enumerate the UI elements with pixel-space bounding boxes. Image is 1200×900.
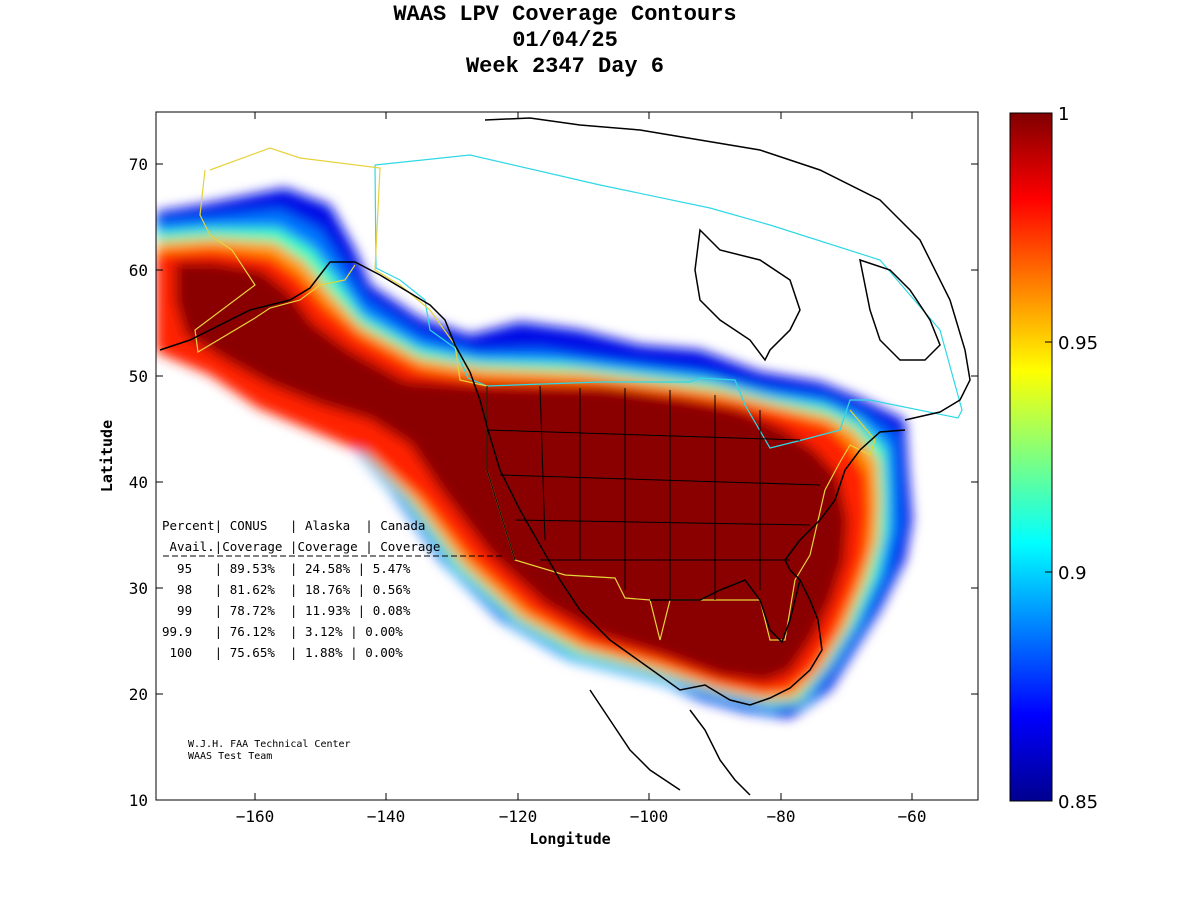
x-tick-label: −60 (898, 807, 927, 826)
colorbar-tick-label: 0.95 (1058, 333, 1098, 354)
colorbar-tick-label: 1 (1058, 104, 1069, 125)
table-row: 99.9 | 76.12% | 3.12% | 0.00% (162, 624, 403, 639)
table-row: 95 | 89.53% | 24.58% | 5.47% (162, 561, 411, 576)
colorbar (1009, 112, 1053, 802)
colorbar-tick-label: 0.85 (1058, 792, 1098, 813)
y-tick-label: 60 (129, 261, 148, 280)
y-tick-label: 70 (129, 155, 148, 174)
y-tick-label: 10 (129, 791, 148, 810)
y-axis-label: Latitude (98, 420, 116, 492)
contour-100 (175, 262, 848, 682)
table-header: Avail.|Coverage |Coverage | Coverage (162, 539, 440, 554)
table-header: Percent| CONUS | Alaska | Canada (162, 518, 425, 533)
chart-date: 01/04/25 (512, 28, 618, 53)
coverage-table: Percent| CONUS | Alaska | Canada Avail.|… (162, 518, 505, 660)
tick-marks (156, 112, 978, 800)
x-tick-label: −80 (767, 807, 796, 826)
x-tick-label: −100 (630, 807, 669, 826)
y-tick-label: 40 (129, 473, 148, 492)
chart-title: WAAS LPV Coverage Contours (393, 2, 737, 27)
x-axis-label: Longitude (529, 830, 610, 848)
credit-line: WAAS Test Team (188, 751, 272, 762)
state-borders (486, 385, 821, 600)
colorbar-tick-label: 0.9 (1058, 563, 1087, 584)
x-tick-label: −160 (236, 807, 275, 826)
x-tick-label: −120 (499, 807, 538, 826)
y-tick-label: 50 (129, 367, 148, 386)
y-tick-label: 20 (129, 685, 148, 704)
table-row: 99 | 78.72% | 11.93% | 0.08% (162, 603, 411, 618)
coverage-contours (156, 188, 912, 718)
plot-frame (155, 111, 979, 801)
table-row: 98 | 81.62% | 18.76% | 0.56% (162, 582, 411, 597)
alaska-service-volume (209, 147, 876, 641)
credit-line: W.J.H. FAA Technical Center (188, 739, 351, 750)
colorbar-ticks (1045, 112, 1052, 802)
y-tick-label: 30 (129, 579, 148, 598)
canada-service-volume (374, 154, 963, 449)
x-tick-label: −140 (367, 807, 406, 826)
table-row: 100 | 75.65% | 1.88% | 0.00% (162, 645, 403, 660)
alaska-sv-west (194, 169, 356, 353)
chart-week-day: Week 2347 Day 6 (465, 54, 665, 79)
